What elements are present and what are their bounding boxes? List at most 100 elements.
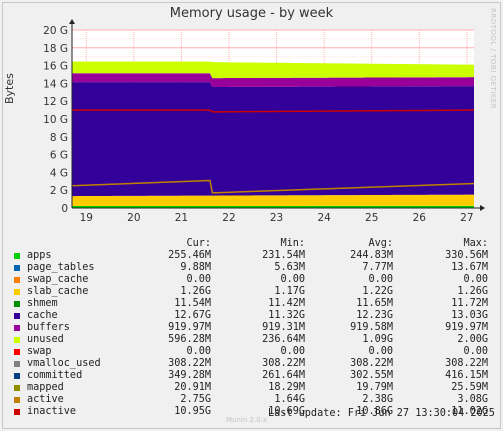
legend-row-inactive: inactive 10.95G 10.69G 10.86G 11.02G — [12, 406, 492, 418]
legend-min: 5.63M — [274, 262, 305, 273]
legend-max: 416.15M — [445, 370, 488, 381]
y-tick-label: 8 G — [50, 132, 68, 144]
y-tick-label: 10 G — [43, 114, 68, 126]
legend-cur: 349.28M — [168, 370, 211, 381]
legend-avg: 919.58M — [350, 322, 393, 333]
area-cache — [72, 82, 474, 197]
legend-row-swap: swap 0.00 0.00 0.00 0.00 — [12, 346, 492, 358]
legend-name: buffers — [27, 322, 70, 333]
y-tick-label: 12 G — [43, 96, 68, 108]
legend-avg: 7.77M — [362, 262, 393, 273]
legend-cur: 20.91M — [174, 382, 211, 393]
y-tick-label: 0 — [61, 203, 68, 215]
legend-cur: 596.28M — [168, 334, 211, 345]
legend-avg: 12.23G — [356, 310, 393, 321]
x-tick-label: 24 — [317, 212, 331, 224]
y-tick-label: 4 G — [50, 167, 68, 179]
y-tick-label: 18 G — [43, 43, 68, 55]
x-tick-label: 25 — [365, 212, 378, 224]
x-tick-label: 27 — [460, 212, 473, 224]
legend-swatch — [14, 409, 20, 415]
legend-avg: 1.22G — [362, 286, 393, 297]
legend-max: 0.00 — [463, 346, 488, 357]
legend-max: 330.56M — [445, 250, 488, 261]
legend-cur: 0.00 — [186, 346, 211, 357]
legend-avg: 308.22M — [350, 358, 393, 369]
legend-cur: 308.22M — [168, 358, 211, 369]
legend-name: page_tables — [27, 262, 95, 273]
legend-row-slab_cache: slab_cache 1.26G 1.17G 1.22G 1.26G — [12, 286, 492, 298]
legend-row-shmem: shmem 11.54M 11.42M 11.65M 11.72M — [12, 298, 492, 310]
legend-swatch — [14, 349, 20, 355]
y-tick-label: 14 G — [43, 78, 68, 90]
legend-cur: 9.88M — [180, 262, 211, 273]
legend-min: 11.42M — [268, 298, 305, 309]
legend-avg: 11.65M — [356, 298, 393, 309]
y-axis-arrow — [69, 19, 75, 24]
legend-swatch — [14, 313, 20, 319]
legend-swatch — [14, 397, 20, 403]
legend-header-max: Max: — [463, 238, 488, 249]
legend-cur: 2.75G — [180, 394, 211, 405]
legend-min: 261.64M — [262, 370, 305, 381]
legend-avg: 1.09G — [362, 334, 393, 345]
legend-name: inactive — [27, 406, 77, 417]
legend-max: 0.00 — [463, 274, 488, 285]
legend-swatch — [14, 325, 20, 331]
legend-name: mapped — [27, 382, 64, 393]
legend-name: active — [27, 394, 64, 405]
legend-name: committed — [27, 370, 83, 381]
legend-max: 13.67M — [451, 262, 488, 273]
legend-cur: 10.95G — [174, 406, 211, 417]
x-tick-label: 26 — [413, 212, 427, 224]
legend-cur: 1.26G — [180, 286, 211, 297]
axes — [69, 19, 485, 211]
area-buffers — [72, 73, 474, 87]
legend-max: 11.72M — [451, 298, 488, 309]
y-tick-labels: 0 2 G 4 G 6 G 8 G 10 G 12 G 14 G 16 G 18 G 20 G — [43, 25, 68, 215]
legend-swatch — [14, 277, 20, 283]
legend-min: 11.32G — [268, 310, 305, 321]
legend-min: 18.29M — [268, 382, 305, 393]
chart-title: Memory usage - by week — [169, 6, 334, 21]
legend-row-apps: apps 255.46M 231.54M 244.83M 330.56M — [12, 250, 492, 262]
x-tick-label: 21 — [175, 212, 188, 224]
legend-avg: 302.55M — [350, 370, 393, 381]
legend-header-avg: Avg: — [368, 238, 393, 249]
legend-row-active: active 2.75G 1.64G 2.38G 3.08G — [12, 394, 492, 406]
legend-name: vmalloc_used — [27, 358, 101, 369]
legend-max: 1.26G — [457, 286, 488, 297]
legend-header-min: Min: — [280, 238, 305, 249]
legend-max: 2.00G — [457, 334, 488, 345]
chart-area: 0 2 G 4 G 6 G 8 G 10 G 12 G 14 G 16 G 18 G 20 G 19… — [43, 19, 485, 224]
y-tick-label: 2 G — [50, 185, 68, 197]
legend: Cur: Min: Avg: Max: apps 255.46M 231.54M 24… — [12, 238, 492, 418]
x-tick-label: 23 — [270, 212, 283, 224]
legend-cur: 11.54M — [174, 298, 211, 309]
legend-header: Cur: Min: Avg: Max: — [12, 238, 492, 250]
y-tick-label: 20 G — [43, 25, 68, 37]
legend-max: 25.59M — [451, 382, 488, 393]
legend-min: 10.69G — [268, 406, 305, 417]
legend-name: cache — [27, 310, 58, 321]
legend-max: 11.02G — [451, 406, 488, 417]
legend-min: 1.17G — [274, 286, 305, 297]
legend-name: unused — [27, 334, 64, 345]
legend-max: 919.97M — [445, 322, 488, 333]
munin-credit: Munin 2.0.x — [226, 416, 268, 424]
line-inactive — [72, 109, 475, 113]
legend-min: 0.00 — [280, 274, 305, 285]
legend-swatch — [14, 253, 20, 259]
series-lines — [71, 109, 475, 194]
legend-min: 919.31M — [262, 322, 305, 333]
legend-row-committed: committed 349.28M 261.64M 302.55M 416.15M — [12, 370, 492, 382]
y-tick-label: 16 G — [43, 61, 68, 73]
x-tick-labels: 19 20 21 22 23 24 25 26 27 — [80, 212, 474, 224]
legend-row-page_tables: page_tables 9.88M 5.63M 7.77M 13.67M — [12, 262, 492, 274]
legend-swatch — [14, 373, 20, 379]
legend-row-mapped: mapped 20.91M 18.29M 19.79M 25.59M — [12, 382, 492, 394]
legend-avg: 0.00 — [368, 274, 393, 285]
x-tick-label: 20 — [127, 212, 140, 224]
legend-name: swap — [27, 346, 52, 357]
legend-min: 236.64M — [262, 334, 305, 345]
